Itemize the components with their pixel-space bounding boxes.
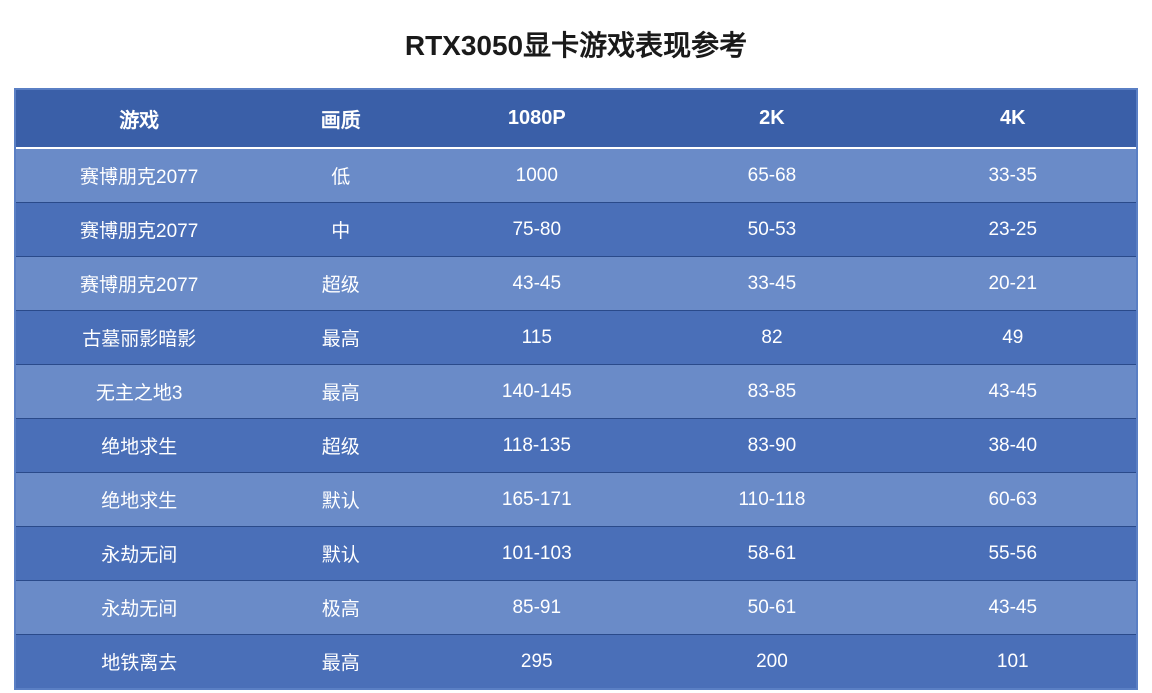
cell-game: 永劫无间	[16, 581, 262, 635]
cell-game: 古墓丽影暗影	[16, 311, 262, 365]
cell-game: 赛博朋克2077	[16, 203, 262, 257]
cell-4k: 60-63	[890, 473, 1136, 527]
cell-quality: 默认	[262, 527, 419, 581]
cell-1080p: 165-171	[419, 473, 654, 527]
cell-4k: 101	[890, 635, 1136, 689]
benchmark-table-container: 游戏 画质 1080P 2K 4K 赛博朋克2077 低 1000 65-68 …	[14, 88, 1138, 690]
cell-2k: 82	[654, 311, 889, 365]
cell-4k: 23-25	[890, 203, 1136, 257]
cell-quality: 低	[262, 148, 419, 203]
cell-quality: 超级	[262, 257, 419, 311]
cell-quality: 最高	[262, 365, 419, 419]
column-header-4k: 4K	[890, 90, 1136, 148]
column-header-2k: 2K	[654, 90, 889, 148]
cell-2k: 50-53	[654, 203, 889, 257]
cell-4k: 49	[890, 311, 1136, 365]
cell-game: 无主之地3	[16, 365, 262, 419]
table-row: 绝地求生 超级 118-135 83-90 38-40	[16, 419, 1136, 473]
cell-4k: 33-35	[890, 148, 1136, 203]
column-header-quality: 画质	[262, 90, 419, 148]
cell-2k: 200	[654, 635, 889, 689]
cell-1080p: 75-80	[419, 203, 654, 257]
cell-quality: 默认	[262, 473, 419, 527]
cell-quality: 最高	[262, 635, 419, 689]
table-row: 赛博朋克2077 超级 43-45 33-45 20-21	[16, 257, 1136, 311]
cell-2k: 58-61	[654, 527, 889, 581]
cell-game: 绝地求生	[16, 473, 262, 527]
page-title: RTX3050显卡游戏表现参考	[0, 24, 1152, 64]
cell-1080p: 43-45	[419, 257, 654, 311]
cell-1080p: 118-135	[419, 419, 654, 473]
cell-2k: 83-90	[654, 419, 889, 473]
cell-4k: 38-40	[890, 419, 1136, 473]
benchmark-table: 游戏 画质 1080P 2K 4K 赛博朋克2077 低 1000 65-68 …	[16, 90, 1136, 688]
cell-1080p: 101-103	[419, 527, 654, 581]
cell-4k: 55-56	[890, 527, 1136, 581]
cell-4k: 43-45	[890, 365, 1136, 419]
table-row: 古墓丽影暗影 最高 115 82 49	[16, 311, 1136, 365]
cell-1080p: 1000	[419, 148, 654, 203]
cell-game: 赛博朋克2077	[16, 257, 262, 311]
cell-game: 绝地求生	[16, 419, 262, 473]
cell-2k: 65-68	[654, 148, 889, 203]
cell-1080p: 140-145	[419, 365, 654, 419]
table-row: 赛博朋克2077 中 75-80 50-53 23-25	[16, 203, 1136, 257]
column-header-game: 游戏	[16, 90, 262, 148]
table-header-row: 游戏 画质 1080P 2K 4K	[16, 90, 1136, 148]
cell-game: 赛博朋克2077	[16, 148, 262, 203]
cell-1080p: 295	[419, 635, 654, 689]
cell-quality: 中	[262, 203, 419, 257]
cell-4k: 20-21	[890, 257, 1136, 311]
cell-quality: 超级	[262, 419, 419, 473]
table-row: 无主之地3 最高 140-145 83-85 43-45	[16, 365, 1136, 419]
table-row: 赛博朋克2077 低 1000 65-68 33-35	[16, 148, 1136, 203]
cell-game: 永劫无间	[16, 527, 262, 581]
cell-2k: 50-61	[654, 581, 889, 635]
cell-1080p: 115	[419, 311, 654, 365]
table-row: 地铁离去 最高 295 200 101	[16, 635, 1136, 689]
cell-1080p: 85-91	[419, 581, 654, 635]
cell-2k: 33-45	[654, 257, 889, 311]
column-header-1080p: 1080P	[419, 90, 654, 148]
cell-2k: 83-85	[654, 365, 889, 419]
cell-quality: 极高	[262, 581, 419, 635]
table-row: 永劫无间 默认 101-103 58-61 55-56	[16, 527, 1136, 581]
cell-2k: 110-118	[654, 473, 889, 527]
table-row: 永劫无间 极高 85-91 50-61 43-45	[16, 581, 1136, 635]
cell-4k: 43-45	[890, 581, 1136, 635]
cell-game: 地铁离去	[16, 635, 262, 689]
cell-quality: 最高	[262, 311, 419, 365]
table-row: 绝地求生 默认 165-171 110-118 60-63	[16, 473, 1136, 527]
